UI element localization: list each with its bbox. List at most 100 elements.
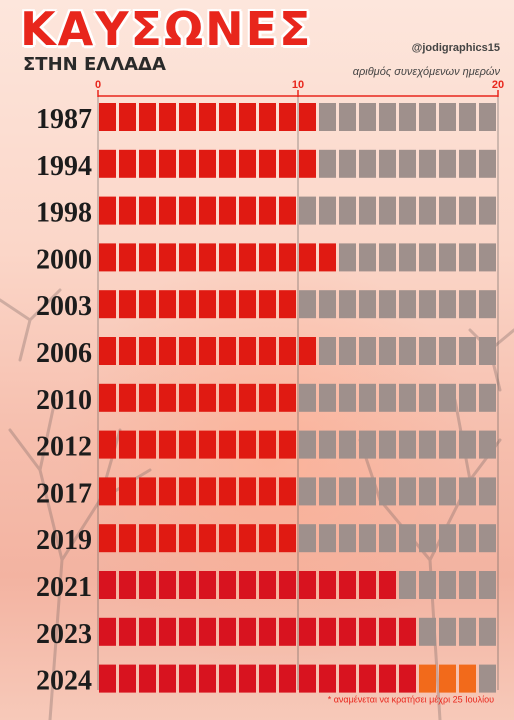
heat-day-2021-12 <box>319 571 336 599</box>
heat-day-2024-6 <box>199 664 216 693</box>
empty-day-2019-14 <box>359 524 376 553</box>
heat-day-2023-12 <box>319 617 336 646</box>
empty-day-2000-16 <box>399 243 416 272</box>
empty-day-2012-13 <box>339 430 356 459</box>
heat-day-1987-2 <box>119 103 136 131</box>
expected-day-2024-17 <box>419 664 436 693</box>
heat-day-2003-7 <box>219 290 236 319</box>
heat-day-2023-5 <box>179 617 196 646</box>
heat-day-2023-4 <box>159 617 176 646</box>
heat-day-2023-11 <box>299 617 316 646</box>
heat-day-2000-4 <box>159 243 176 272</box>
heat-day-1987-11 <box>299 103 316 131</box>
empty-day-2010-18 <box>439 383 456 412</box>
heat-day-2021-8 <box>239 571 256 599</box>
year-label-2006: 2006 <box>36 338 92 369</box>
heat-day-2000-1 <box>99 243 116 272</box>
empty-day-2006-18 <box>439 337 456 365</box>
heat-day-2019-9 <box>259 524 276 553</box>
heat-day-2023-13 <box>339 617 356 646</box>
heat-day-2021-15 <box>379 571 396 599</box>
empty-day-2017-16 <box>399 477 416 506</box>
empty-day-1994-16 <box>399 149 416 178</box>
heat-day-2017-10 <box>279 477 296 506</box>
empty-day-2012-19 <box>459 430 476 459</box>
chart-subtitle: ΣΤΗΝ ΕΛΛΑΔΑ <box>23 54 166 75</box>
empty-day-1998-12 <box>319 196 336 225</box>
heat-day-2021-4 <box>159 571 176 599</box>
heat-day-1994-4 <box>159 149 176 178</box>
heat-day-2023-9 <box>259 617 276 646</box>
heat-day-1987-4 <box>159 103 176 131</box>
heat-day-2024-10 <box>279 664 296 693</box>
heat-day-2010-5 <box>179 383 196 412</box>
empty-day-1998-15 <box>379 196 396 225</box>
empty-day-1994-12 <box>319 149 336 178</box>
empty-day-1994-17 <box>419 149 436 178</box>
heat-day-1994-9 <box>259 149 276 178</box>
heat-day-1987-1 <box>99 103 116 131</box>
empty-day-2006-17 <box>419 337 436 365</box>
heat-day-2021-14 <box>359 571 376 599</box>
tick-label-10: 10 <box>292 79 304 91</box>
heat-day-2012-2 <box>119 430 136 459</box>
heat-day-2017-8 <box>239 477 256 506</box>
empty-day-1987-15 <box>379 103 396 131</box>
empty-day-2003-17 <box>419 290 436 319</box>
heat-day-1998-1 <box>99 196 116 225</box>
heat-day-1998-8 <box>239 196 256 225</box>
heat-day-2019-5 <box>179 524 196 553</box>
heat-day-2012-3 <box>139 430 156 459</box>
empty-day-2019-13 <box>339 524 356 553</box>
bar-row-2006: 2006 <box>36 337 496 369</box>
heat-day-2012-4 <box>159 430 176 459</box>
heat-day-2006-4 <box>159 337 176 365</box>
heat-day-2012-6 <box>199 430 216 459</box>
heat-day-2024-14 <box>359 664 376 693</box>
heat-day-2017-1 <box>99 477 116 506</box>
heat-day-2024-1 <box>99 664 116 693</box>
empty-day-2003-13 <box>339 290 356 319</box>
empty-day-2012-17 <box>419 430 436 459</box>
heat-day-2006-10 <box>279 337 296 365</box>
heat-day-1998-7 <box>219 196 236 225</box>
heat-day-1994-1 <box>99 149 116 178</box>
heat-day-2003-10 <box>279 290 296 319</box>
heat-day-2017-7 <box>219 477 236 506</box>
heat-day-2023-2 <box>119 617 136 646</box>
empty-day-1994-20 <box>479 149 496 178</box>
heat-day-2010-10 <box>279 383 296 412</box>
empty-day-2003-11 <box>299 290 316 319</box>
empty-day-1987-19 <box>459 103 476 131</box>
heat-day-2012-8 <box>239 430 256 459</box>
empty-day-1998-19 <box>459 196 476 225</box>
chart-title: ΚΑΥΣΩΝΕΣ <box>20 2 313 56</box>
empty-day-2019-16 <box>399 524 416 553</box>
empty-day-2010-12 <box>319 383 336 412</box>
empty-day-2019-12 <box>319 524 336 553</box>
heat-day-2010-7 <box>219 383 236 412</box>
heat-day-2023-8 <box>239 617 256 646</box>
empty-day-2003-12 <box>319 290 336 319</box>
heat-day-2024-8 <box>239 664 256 693</box>
heat-day-2000-10 <box>279 243 296 272</box>
heat-day-2021-1 <box>99 571 116 599</box>
heat-day-2023-14 <box>359 617 376 646</box>
heat-day-2003-5 <box>179 290 196 319</box>
year-label-2019: 2019 <box>36 525 92 556</box>
heat-day-2017-2 <box>119 477 136 506</box>
empty-day-2003-16 <box>399 290 416 319</box>
heat-day-2019-2 <box>119 524 136 553</box>
heat-day-2006-7 <box>219 337 236 365</box>
empty-day-2021-16 <box>399 571 416 599</box>
year-label-1987: 1987 <box>36 104 92 135</box>
heat-day-1994-7 <box>219 149 236 178</box>
empty-day-2023-17 <box>419 617 436 646</box>
heat-day-2006-9 <box>259 337 276 365</box>
bar-row-2000: 2000 <box>36 243 496 275</box>
empty-day-2024-20 <box>479 664 496 693</box>
empty-day-2012-18 <box>439 430 456 459</box>
empty-day-2000-13 <box>339 243 356 272</box>
heat-day-2023-6 <box>199 617 216 646</box>
